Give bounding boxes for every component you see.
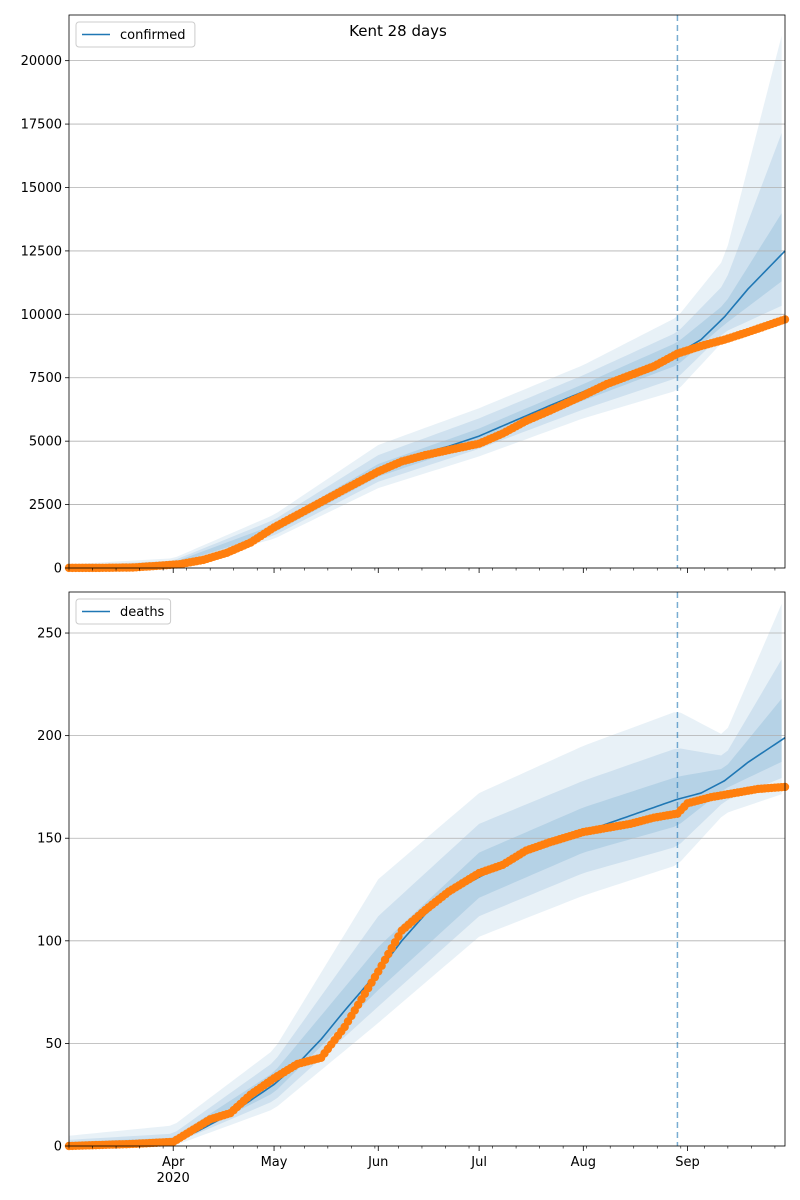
band-middle xyxy=(69,659,782,1146)
legend-box xyxy=(75,21,196,48)
band-middle xyxy=(69,132,782,568)
x-tick-label: Aug xyxy=(571,1155,596,1170)
deaths-uncertainty-bands xyxy=(69,603,782,1146)
x-tick-label: Sep xyxy=(675,1155,700,1170)
y-tick-label: 10000 xyxy=(21,308,62,323)
deaths-legend: deaths xyxy=(75,598,172,625)
axes-frame xyxy=(68,591,786,1147)
y-tick-label: 150 xyxy=(37,832,62,847)
y-tick-label: 0 xyxy=(54,1140,62,1155)
legend-label: deaths xyxy=(120,605,165,620)
y-tick-label: 7500 xyxy=(29,371,62,386)
y-tick-label: 50 xyxy=(45,1037,62,1052)
axes-frame xyxy=(68,14,786,569)
band-outer xyxy=(69,35,782,568)
y-tick-label: 15000 xyxy=(21,181,62,196)
x-year-label: 2020 xyxy=(157,1171,190,1186)
band-inner xyxy=(69,698,782,1146)
y-tick-label: 12500 xyxy=(21,244,62,259)
deaths-series xyxy=(64,737,790,1151)
chart-title: Kent 28 days xyxy=(349,22,447,40)
y-tick-label: 0 xyxy=(54,562,62,577)
y-tick-label: 250 xyxy=(37,627,62,642)
y-tick-label: 20000 xyxy=(21,54,62,69)
y-tick-label: 2500 xyxy=(29,498,62,513)
y-tick-label: 100 xyxy=(37,934,62,949)
y-tick-label: 17500 xyxy=(21,118,62,133)
y-tick-label: 200 xyxy=(37,729,62,744)
x-tick-label: May xyxy=(261,1155,288,1170)
legend-label: confirmed xyxy=(120,28,186,43)
legend-box xyxy=(75,598,172,625)
confirmed-axes: 0 2500 5000 7500 10000 12500 15000 17500 20000 xyxy=(21,14,786,577)
y-tick-label: 5000 xyxy=(29,435,62,450)
x-tick-label: Jun xyxy=(367,1155,388,1170)
x-tick-label: Apr xyxy=(162,1155,185,1170)
x-tick-label: Jul xyxy=(470,1155,487,1170)
confirmed-uncertainty-bands xyxy=(69,35,782,569)
confirmed-legend: confirmed xyxy=(75,21,196,48)
confirmed-panel: 0 2500 5000 7500 10000 12500 15000 17500 20000 c… xyxy=(21,14,790,577)
band-outer xyxy=(69,603,782,1146)
